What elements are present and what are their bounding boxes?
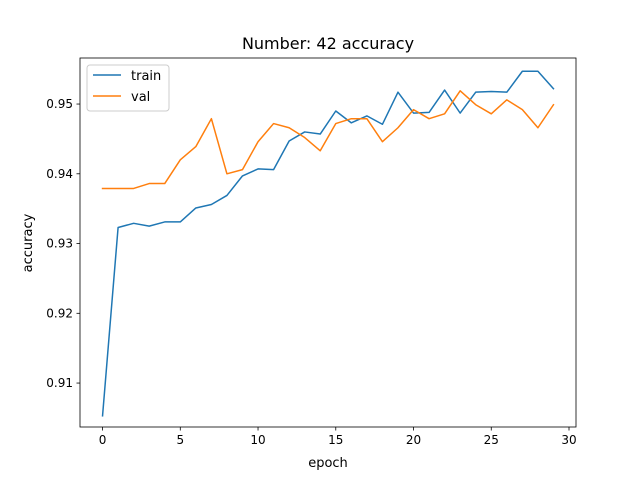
y-tick-label: 0.95 [46, 97, 73, 111]
series-line-train [101, 70, 555, 417]
y-tick-label: 0.91 [46, 376, 73, 390]
y-tick-label: 0.94 [46, 167, 73, 181]
y-tick-label: 0.93 [46, 237, 73, 251]
legend-box [86, 64, 170, 112]
series-line-val [101, 90, 555, 190]
legend-label-train: train [131, 69, 161, 84]
x-tick-label: 25 [484, 433, 499, 447]
x-tick-label: 5 [176, 433, 184, 447]
axes-frame [79, 57, 577, 428]
legend-label-val: val [131, 90, 150, 105]
x-tick-label: 0 [99, 433, 107, 447]
x-tick-label: 10 [250, 433, 265, 447]
x-tick-label: 30 [561, 433, 576, 447]
y-axis-label: accuracy [21, 213, 36, 272]
plot-area: 0 5 10 15 20 25 30 0.91 0.92 0.93 0.94 0.95 train val [46, 57, 577, 447]
chart-title: Number: 42 accuracy [242, 34, 414, 53]
y-tick-label: 0.92 [46, 306, 73, 320]
x-tick-label: 20 [406, 433, 421, 447]
x-tick-label: 15 [328, 433, 343, 447]
x-axis-label: epoch [308, 456, 348, 471]
